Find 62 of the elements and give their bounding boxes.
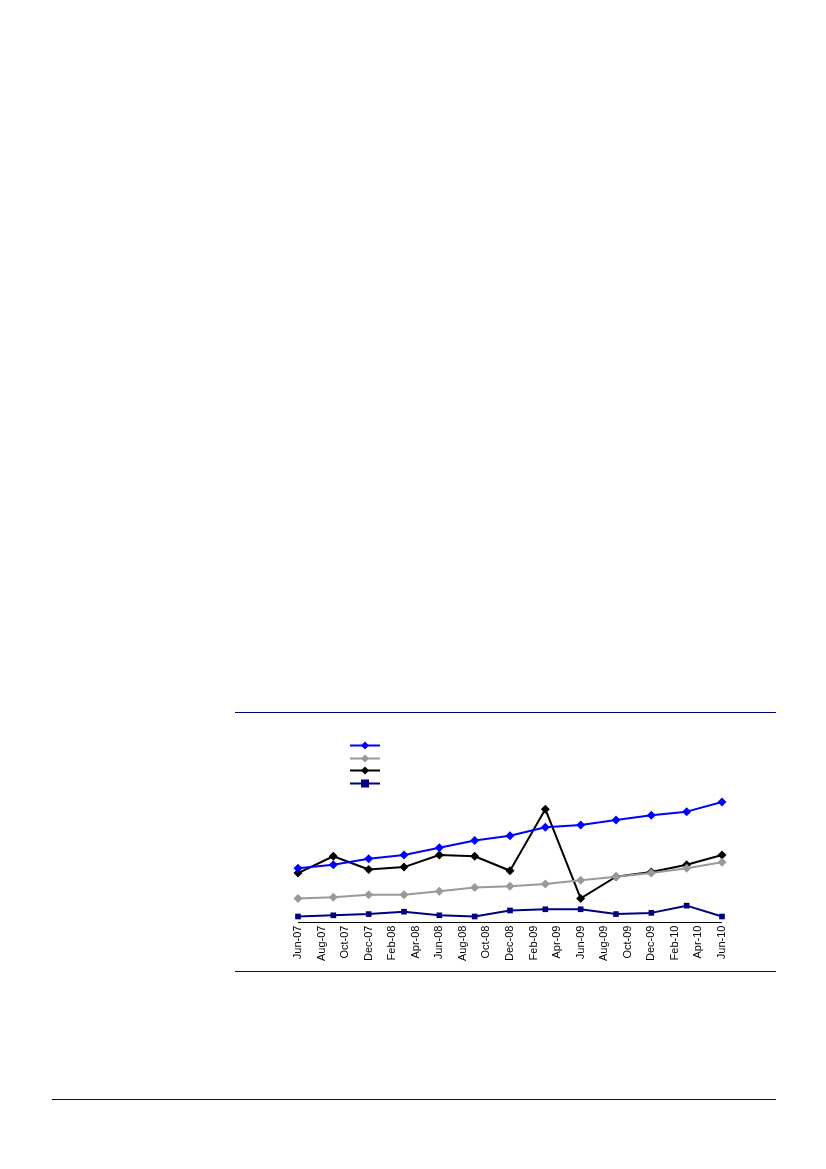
point <box>507 907 513 914</box>
x-tick-label: Jun-10 <box>715 925 728 960</box>
point <box>330 912 337 919</box>
point <box>576 820 586 830</box>
point <box>719 913 725 920</box>
point <box>648 910 655 916</box>
point <box>436 912 443 919</box>
point <box>540 804 550 814</box>
x-tick-label: Aug-08 <box>455 925 468 962</box>
point <box>542 906 549 913</box>
x-tick-label: Dec-08 <box>503 925 516 961</box>
x-tick-label: Oct-07 <box>338 925 351 959</box>
point <box>364 890 374 900</box>
x-tick-label: Apr-10 <box>691 925 704 959</box>
x-tick-label: Feb-09 <box>526 925 539 961</box>
x-tick-label: Oct-09 <box>620 925 633 959</box>
x-tick-label: Apr-09 <box>550 925 563 959</box>
x-tick-label: Jun-08 <box>432 925 445 960</box>
x-tick-label: Aug-07 <box>314 925 327 962</box>
point <box>613 911 619 917</box>
point <box>399 890 409 900</box>
point <box>328 860 338 870</box>
x-tick-label: Dec-07 <box>361 925 374 961</box>
point <box>505 866 515 876</box>
point <box>470 883 480 893</box>
point <box>717 850 727 860</box>
x-tick-label: Oct-08 <box>479 925 492 959</box>
point <box>434 850 444 860</box>
point <box>540 822 550 832</box>
x-tick-label: Apr-08 <box>408 925 421 959</box>
point <box>365 911 372 917</box>
point <box>364 865 374 874</box>
point <box>717 857 727 867</box>
point <box>328 892 338 902</box>
point <box>540 879 550 889</box>
point <box>364 854 374 864</box>
point <box>682 807 692 817</box>
point <box>399 862 409 872</box>
point <box>434 886 444 896</box>
point <box>399 850 409 860</box>
point <box>295 913 301 920</box>
x-tick-label: Feb-08 <box>385 925 398 961</box>
x-tick-label: Aug-09 <box>597 925 610 962</box>
point <box>470 851 480 861</box>
point <box>505 881 515 891</box>
point <box>434 843 444 853</box>
point <box>576 893 586 903</box>
point <box>576 875 586 885</box>
x-tick-label: Feb-10 <box>667 925 680 961</box>
point <box>577 906 584 913</box>
point <box>646 810 656 820</box>
point <box>293 893 303 903</box>
point <box>401 908 407 915</box>
point <box>470 836 480 846</box>
point <box>611 815 621 825</box>
point <box>328 851 338 861</box>
point <box>293 863 303 873</box>
x-tick-label: Jun-07 <box>291 925 304 960</box>
x-tick-label: Dec-09 <box>644 925 657 961</box>
x-tick-label: Jun-09 <box>573 925 586 960</box>
point <box>505 831 515 841</box>
point <box>717 797 727 807</box>
